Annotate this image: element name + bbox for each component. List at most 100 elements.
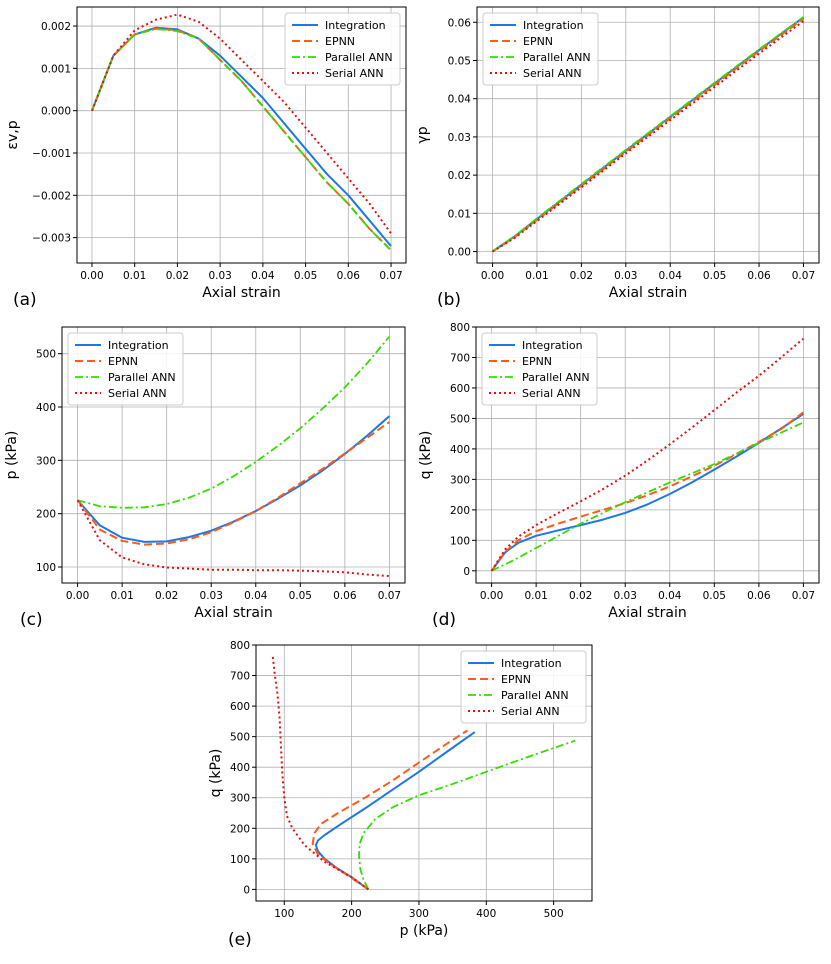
x-tick-label: 0.04 bbox=[658, 590, 682, 602]
y-axis-label: q (kPa) bbox=[418, 431, 434, 480]
series-line-epnn bbox=[491, 17, 805, 253]
series-line-integration bbox=[490, 413, 804, 572]
legend-entry: Serial ANN bbox=[325, 67, 384, 80]
legend-entry: Serial ANN bbox=[522, 387, 581, 400]
y-tick-label: 200 bbox=[230, 823, 250, 835]
y-tick-label: 0.05 bbox=[448, 55, 471, 67]
series-line-parallel-ann bbox=[491, 16, 805, 253]
x-tick-label: 300 bbox=[409, 908, 429, 920]
legend-entry: EPNN bbox=[501, 673, 531, 686]
y-axis-label: p (kPa) bbox=[4, 431, 20, 480]
legend-box bbox=[460, 650, 587, 724]
x-tick-label: 0.05 bbox=[703, 590, 726, 602]
x-tick-label: 0.02 bbox=[570, 270, 593, 282]
legend-box bbox=[284, 12, 401, 86]
legend-entry: Integration bbox=[325, 19, 386, 32]
y-tick-label: 0.00 bbox=[448, 247, 471, 259]
legend-entry: Integration bbox=[501, 657, 562, 670]
series-line-integration bbox=[314, 731, 476, 891]
legend: Integration EPNN Parallel ANN Serial ANN bbox=[67, 332, 184, 406]
axes-frame bbox=[61, 326, 406, 584]
x-tick-label: 0.04 bbox=[659, 270, 683, 282]
x-tick-label: 400 bbox=[476, 908, 496, 920]
x-tick-label: 0.00 bbox=[480, 590, 503, 602]
legend-entry: Serial ANN bbox=[108, 387, 167, 400]
legend-entry: Integration bbox=[108, 339, 169, 352]
x-axis-label: Axial strain bbox=[608, 605, 687, 621]
x-tick-label: 0.00 bbox=[481, 270, 504, 282]
x-axis-label: p (kPa) bbox=[400, 923, 449, 939]
plot-c: 0.00 0.01 0.02 0.03 0.04 0.05 0.06 0.07 100 200 30… bbox=[4, 326, 406, 621]
x-tick-label: 0.06 bbox=[337, 270, 361, 282]
y-tick-label: −0.002 bbox=[32, 190, 71, 202]
legend-entry: Parallel ANN bbox=[523, 51, 591, 64]
x-tick-label: 200 bbox=[342, 908, 362, 920]
y-tick-label: 0.03 bbox=[448, 132, 471, 144]
panel-label-a: (a) bbox=[13, 290, 37, 310]
x-tick-label: 0.03 bbox=[614, 270, 637, 282]
legend-entry: Parallel ANN bbox=[501, 689, 569, 702]
panel-label-c: (c) bbox=[20, 610, 43, 630]
y-tick-label: 0.002 bbox=[41, 21, 71, 33]
y-axis-label: γp bbox=[415, 126, 431, 143]
y-tick-label: 500 bbox=[230, 732, 250, 744]
x-tick-label: 0.04 bbox=[244, 590, 268, 602]
plot-a: 0.00 0.01 0.02 0.03 0.04 0.05 0.06 0.07 −0.003 −0… bbox=[5, 6, 407, 301]
axes-frame bbox=[76, 6, 407, 264]
legend: Integration EPNN Parallel ANN Serial ANN bbox=[482, 12, 599, 86]
legend-entry: Serial ANN bbox=[501, 705, 560, 718]
y-tick-label: 300 bbox=[450, 474, 470, 486]
x-tick-label: 0.07 bbox=[379, 270, 402, 282]
legend-entry: EPNN bbox=[108, 355, 138, 368]
plot-d: 0.00 0.01 0.02 0.03 0.04 0.05 0.06 0.07 0 100 200 3… bbox=[418, 322, 820, 621]
y-tick-label: 100 bbox=[230, 854, 250, 866]
x-axis-label: Axial strain bbox=[609, 285, 688, 301]
y-tick-label: 300 bbox=[36, 455, 56, 467]
legend-entry: Parallel ANN bbox=[108, 371, 176, 384]
y-axis-label: εv,p bbox=[5, 120, 21, 149]
x-tick-label: 0.07 bbox=[378, 590, 401, 602]
x-tick-label: 0.07 bbox=[792, 590, 815, 602]
y-tick-label: 0 bbox=[463, 566, 470, 578]
x-tick-label: 0.00 bbox=[80, 270, 103, 282]
x-tick-label: 0.06 bbox=[747, 270, 771, 282]
series-line-serial-ann bbox=[76, 499, 390, 578]
y-tick-label: 0.02 bbox=[448, 170, 471, 182]
x-tick-label: 0.07 bbox=[792, 270, 815, 282]
x-tick-label: 0.06 bbox=[747, 590, 771, 602]
y-tick-label: 300 bbox=[230, 793, 250, 805]
x-axis-label: Axial strain bbox=[202, 285, 281, 301]
legend-entry: Integration bbox=[523, 19, 584, 32]
y-tick-label: 400 bbox=[36, 402, 56, 414]
y-tick-label: 200 bbox=[36, 509, 56, 521]
y-tick-label: 400 bbox=[450, 444, 470, 456]
series-line-serial-ann bbox=[91, 13, 392, 234]
legend-entry: Integration bbox=[522, 339, 583, 352]
x-tick-label: 0.05 bbox=[294, 270, 317, 282]
y-tick-label: 0.01 bbox=[448, 208, 471, 220]
legend-entry: EPNN bbox=[523, 35, 553, 48]
legend: Integration EPNN Parallel ANN Serial ANN bbox=[284, 12, 401, 86]
y-tick-label: 700 bbox=[450, 352, 470, 364]
panel-label-b: (b) bbox=[437, 290, 461, 310]
x-tick-label: 0.02 bbox=[569, 590, 592, 602]
x-tick-label: 0.03 bbox=[614, 590, 637, 602]
y-tick-label: 500 bbox=[36, 349, 56, 361]
y-tick-label: 400 bbox=[230, 762, 250, 774]
plot-b: 0.00 0.01 0.02 0.03 0.04 0.05 0.06 0.07 0.00 0.01… bbox=[415, 6, 820, 301]
legend-box bbox=[481, 332, 598, 406]
legend-box bbox=[67, 332, 184, 406]
legend-entry: Parallel ANN bbox=[325, 51, 393, 64]
y-tick-label: 0.04 bbox=[448, 94, 472, 106]
y-tick-label: 200 bbox=[450, 505, 470, 517]
plot-e: 100 200 300 400 500 0 100 200 300 400 500 600 700 800… bbox=[208, 640, 593, 939]
x-tick-label: 0.06 bbox=[333, 590, 357, 602]
legend-entry: EPNN bbox=[522, 355, 552, 368]
x-tick-label: 0.05 bbox=[289, 590, 312, 602]
series-line-parallel-ann bbox=[358, 739, 576, 890]
x-tick-label: 0.00 bbox=[66, 590, 89, 602]
x-tick-label: 0.01 bbox=[525, 270, 548, 282]
y-tick-label: 0.001 bbox=[41, 63, 71, 75]
x-tick-label: 0.01 bbox=[524, 590, 547, 602]
y-tick-label: −0.001 bbox=[32, 148, 71, 160]
